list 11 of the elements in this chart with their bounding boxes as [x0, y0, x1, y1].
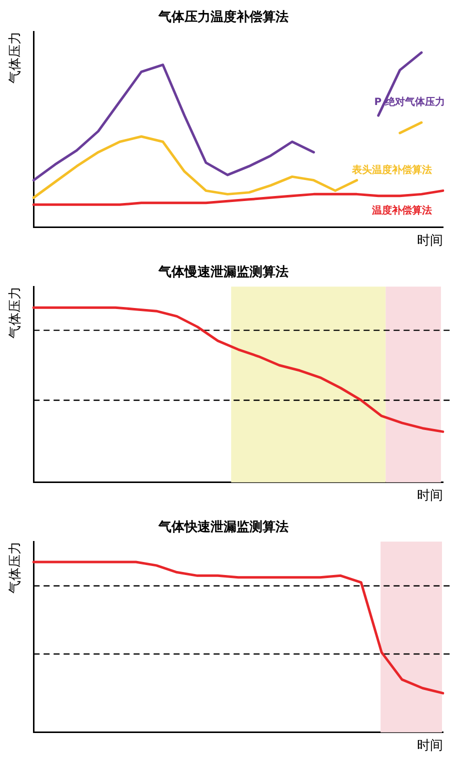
x-axis-title: 时间 — [417, 234, 443, 249]
y-axis-title: 气体压力 — [8, 542, 24, 594]
y-axis-title: 气体压力 — [8, 286, 24, 339]
chart-title: 气体慢速泄漏监测算法 — [158, 265, 288, 280]
x-axis-title: 时间 — [417, 488, 443, 504]
chart-title: 气体压力温度补偿算法 — [158, 9, 288, 26]
series-label: 表头温度补偿算法 — [351, 164, 432, 176]
y-axis-title: 气体压力 — [8, 32, 24, 84]
chart-title: 气体快速泄漏监测算法 — [158, 520, 288, 536]
x-axis-title: 时间 — [417, 738, 443, 754]
series-label: 温度补偿算法 — [371, 204, 432, 216]
